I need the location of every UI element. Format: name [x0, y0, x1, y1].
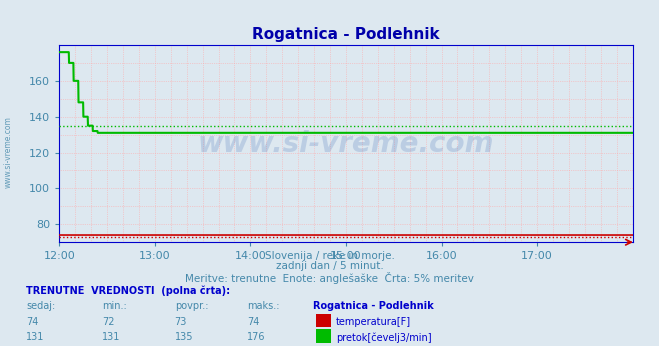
Text: Meritve: trenutne  Enote: anglešaške  Črta: 5% meritev: Meritve: trenutne Enote: anglešaške Črta…	[185, 272, 474, 284]
Text: Slovenija / reke in morje.: Slovenija / reke in morje.	[264, 251, 395, 261]
Text: 176: 176	[247, 332, 266, 342]
Text: 74: 74	[247, 317, 260, 327]
Text: www.si-vreme.com: www.si-vreme.com	[3, 116, 13, 188]
Text: 73: 73	[175, 317, 187, 327]
Text: 131: 131	[102, 332, 121, 342]
Text: 131: 131	[26, 332, 45, 342]
Text: temperatura[F]: temperatura[F]	[336, 317, 411, 327]
Text: pretok[čevelj3/min]: pretok[čevelj3/min]	[336, 332, 432, 343]
Text: www.si-vreme.com: www.si-vreme.com	[198, 130, 494, 157]
Text: 74: 74	[26, 317, 39, 327]
Text: TRENUTNE  VREDNOSTI  (polna črta):: TRENUTNE VREDNOSTI (polna črta):	[26, 285, 231, 296]
Text: 135: 135	[175, 332, 193, 342]
Text: 72: 72	[102, 317, 115, 327]
Text: povpr.:: povpr.:	[175, 301, 208, 311]
Text: zadnji dan / 5 minut.: zadnji dan / 5 minut.	[275, 261, 384, 271]
Text: maks.:: maks.:	[247, 301, 279, 311]
Text: Rogatnica - Podlehnik: Rogatnica - Podlehnik	[313, 301, 434, 311]
Text: min.:: min.:	[102, 301, 127, 311]
Title: Rogatnica - Podlehnik: Rogatnica - Podlehnik	[252, 27, 440, 43]
Text: sedaj:: sedaj:	[26, 301, 55, 311]
